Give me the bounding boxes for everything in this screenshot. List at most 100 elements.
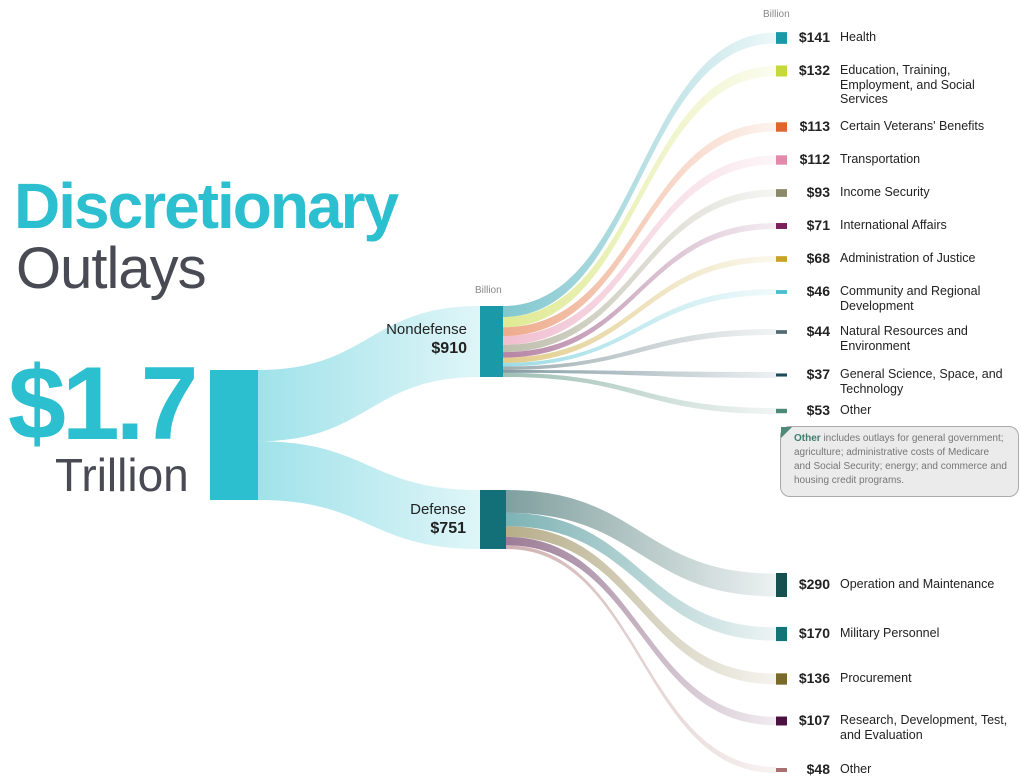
leaf-label: $48 Other <box>762 762 1020 777</box>
flow-research-development-test-and-evaluation <box>506 536 776 726</box>
note-corner-marker <box>781 427 792 438</box>
leaf-marker <box>776 716 787 726</box>
flow-other <box>503 372 776 414</box>
leaf-value: $141 <box>798 29 830 45</box>
flow-community-and-regional-development <box>503 289 776 367</box>
node-nondefense <box>480 306 503 377</box>
leaf-label: $93 Income Security <box>762 185 1020 200</box>
flow-transportation <box>503 155 776 345</box>
leaf-name: International Affairs <box>840 218 947 232</box>
leaf-marker <box>776 330 787 334</box>
leaf-name: Community and Regional Development <box>840 284 981 313</box>
leaf-value: $48 <box>806 761 830 777</box>
leaf-value: $113 <box>799 118 830 134</box>
leaf-label: $68 Administration of Justice <box>762 251 1020 266</box>
leaf-name: Certain Veterans' Benefits <box>840 119 985 133</box>
flow-operation-and-maintenance <box>506 490 776 597</box>
leaf-label: $170 Military Personnel <box>762 626 1020 641</box>
note-bold: Other <box>794 433 821 444</box>
leaf-name: Transportation <box>840 152 921 166</box>
node-label-nondefense: Nondefense $910 <box>360 320 467 358</box>
leaf-marker <box>776 32 787 44</box>
leaf-value: $290 <box>798 576 830 592</box>
leaf-label: $71 International Affairs <box>762 218 1020 233</box>
leaf-label: $107 Research, Development, Test, and Eva… <box>762 713 1020 742</box>
leaf-value: $71 <box>806 217 830 233</box>
flow-administration-of-justice <box>503 256 776 363</box>
flow-certain-veterans-benefits <box>503 122 776 337</box>
node-total <box>210 370 258 500</box>
leaf-marker <box>776 408 787 414</box>
title-line2: Outlays <box>16 236 207 301</box>
flow-income-security <box>503 189 776 353</box>
title-line1: Discretionary <box>14 170 399 242</box>
leaf-label: $113 Certain Veterans' Benefits <box>762 119 1020 134</box>
leaf-value: $112 <box>799 151 830 167</box>
leaf-marker <box>776 189 787 197</box>
flow-general-science-space-and-technology <box>503 369 776 378</box>
leaf-value: $170 <box>798 625 830 641</box>
leaf-name: Research, Development, Test, and Evaluat… <box>840 713 1008 742</box>
flow-other <box>506 545 776 773</box>
other-note: Other includes outlays for general gover… <box>780 426 1019 497</box>
unit-label-middle: Billion <box>475 285 502 296</box>
flow-international-affairs <box>503 223 776 358</box>
leaf-marker <box>776 122 787 132</box>
flow-root-defense <box>258 441 480 549</box>
leaf-name: General Science, Space, and Technology <box>840 367 1003 396</box>
leaf-value: $93 <box>806 184 830 200</box>
leaf-label: $37 General Science, Space, and Technolog… <box>762 367 1020 396</box>
leaf-name: Other <box>840 403 872 417</box>
leaf-marker <box>776 223 787 229</box>
group-value: $751 <box>430 520 466 537</box>
leaf-name: Education, Training, Employment, and Soc… <box>840 63 975 106</box>
node-defense <box>480 490 506 549</box>
leaf-name: Health <box>840 30 877 44</box>
leaf-value: $44 <box>806 323 830 339</box>
leaf-name: Income Security <box>840 185 930 199</box>
unit-label-right: Billion <box>763 9 790 20</box>
flow-root-nondefense <box>258 306 480 442</box>
leaf-label: $112 Transportation <box>762 152 1020 167</box>
leaf-name: Military Personnel <box>840 626 940 640</box>
leaf-value: $136 <box>798 670 830 686</box>
leaf-marker <box>776 155 787 165</box>
leaf-value: $107 <box>798 712 830 728</box>
leaf-value: $132 <box>798 62 830 78</box>
leaf-value: $68 <box>806 250 830 266</box>
leaf-name: Other <box>840 762 872 776</box>
leaf-name: Operation and Maintenance <box>840 577 995 591</box>
leaf-label: $46 Community and Regional Development <box>762 284 1020 313</box>
note-text: includes outlays for general government;… <box>794 433 1007 486</box>
flow-military-personnel <box>506 512 776 641</box>
leaf-label: $44 Natural Resources and Environment <box>762 324 1020 353</box>
leaf-name: Natural Resources and Environment <box>840 324 968 353</box>
group-name: Nondefense <box>386 321 467 338</box>
leaf-label: $132 Education, Training, Employment, and… <box>762 63 1020 107</box>
node-label-defense: Defense $751 <box>360 500 466 538</box>
leaf-label: $53 Other <box>762 403 1020 418</box>
leaf-marker <box>776 673 787 685</box>
total-value: $1.7 <box>8 346 198 462</box>
leaf-label: $290 Operation and Maintenance <box>762 577 1020 592</box>
leaf-value: $53 <box>806 402 830 418</box>
leaf-marker <box>776 65 787 77</box>
leaf-label: $136 Procurement <box>762 671 1020 686</box>
leaf-marker <box>776 373 787 377</box>
leaf-value: $37 <box>806 366 830 382</box>
total-unit: Trillion <box>55 449 189 501</box>
leaf-marker <box>776 290 787 294</box>
leaf-marker <box>776 256 787 262</box>
flow-health <box>503 32 776 318</box>
leaf-marker <box>776 768 787 772</box>
leaf-label: $141 Health <box>762 30 1020 45</box>
leaf-marker <box>776 626 787 642</box>
flow-education-training-employment-and-social-services <box>503 65 776 328</box>
leaf-marker <box>776 573 787 597</box>
flow-procurement <box>506 526 776 685</box>
flow-natural-resources-and-environment <box>503 329 776 370</box>
group-value: $910 <box>431 340 467 357</box>
group-name: Defense <box>410 501 466 518</box>
